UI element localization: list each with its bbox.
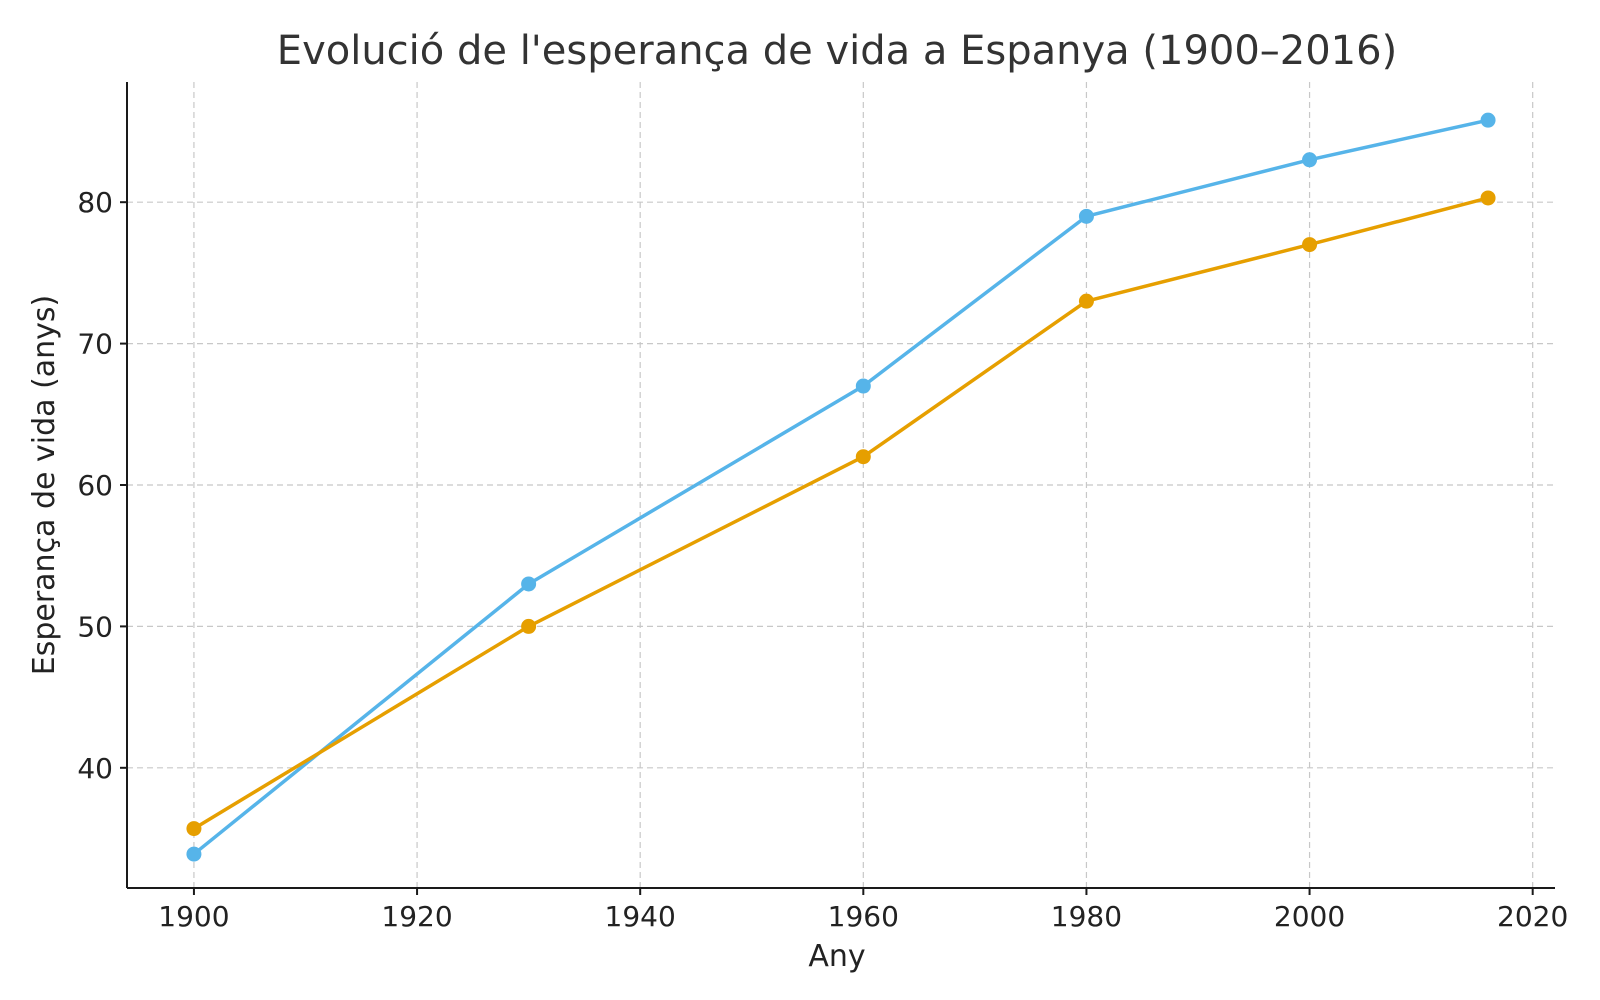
y-tick-label-50: 50 [77,610,113,643]
series-1-point-1960 [855,378,871,394]
series-2 [186,190,1496,837]
chart-title: Evolució de l'esperança de vida a Espany… [277,28,1397,74]
x-tick-label-1980: 1980 [1051,900,1122,933]
x-tick-label-2020: 2020 [1497,900,1568,933]
y-tick-label-60: 60 [77,469,113,502]
x-tick-label-2000: 2000 [1274,900,1345,933]
x-tick-label-1960: 1960 [828,900,899,933]
series-2-point-2016 [1480,190,1496,206]
x-tick-label-1920: 1920 [381,900,452,933]
series-1-line [192,118,1490,856]
x-tick-label-1940: 1940 [605,900,676,933]
series-2-point-1960 [855,449,871,465]
grid [127,82,1555,888]
series-2-point-1930 [521,618,537,634]
tick-labels: 1900 1920 1940 1960 1980 2000 2020 40 50 60 70 80 [77,186,1568,933]
series-1 [186,112,1496,862]
y-axis-label: Esperança de vida (anys) [27,295,62,676]
series [186,112,1496,862]
series-2-point-1980 [1078,293,1094,309]
y-tick-label-80: 80 [77,186,113,219]
x-tick-label-1900: 1900 [158,900,229,933]
series-1-point-1900 [186,846,202,862]
series-2-point-1900 [186,821,202,837]
series-1-point-2016 [1480,112,1496,128]
axes [120,82,1555,895]
series-2-point-2000 [1302,237,1318,253]
series-2-line [192,196,1490,831]
series-1-point-2000 [1302,152,1318,168]
y-tick-label-40: 40 [77,752,113,785]
series-1-point-1930 [521,576,537,592]
series-1-point-1980 [1078,208,1094,224]
y-tick-label-70: 70 [77,328,113,361]
x-axis-label: Any [808,939,865,974]
